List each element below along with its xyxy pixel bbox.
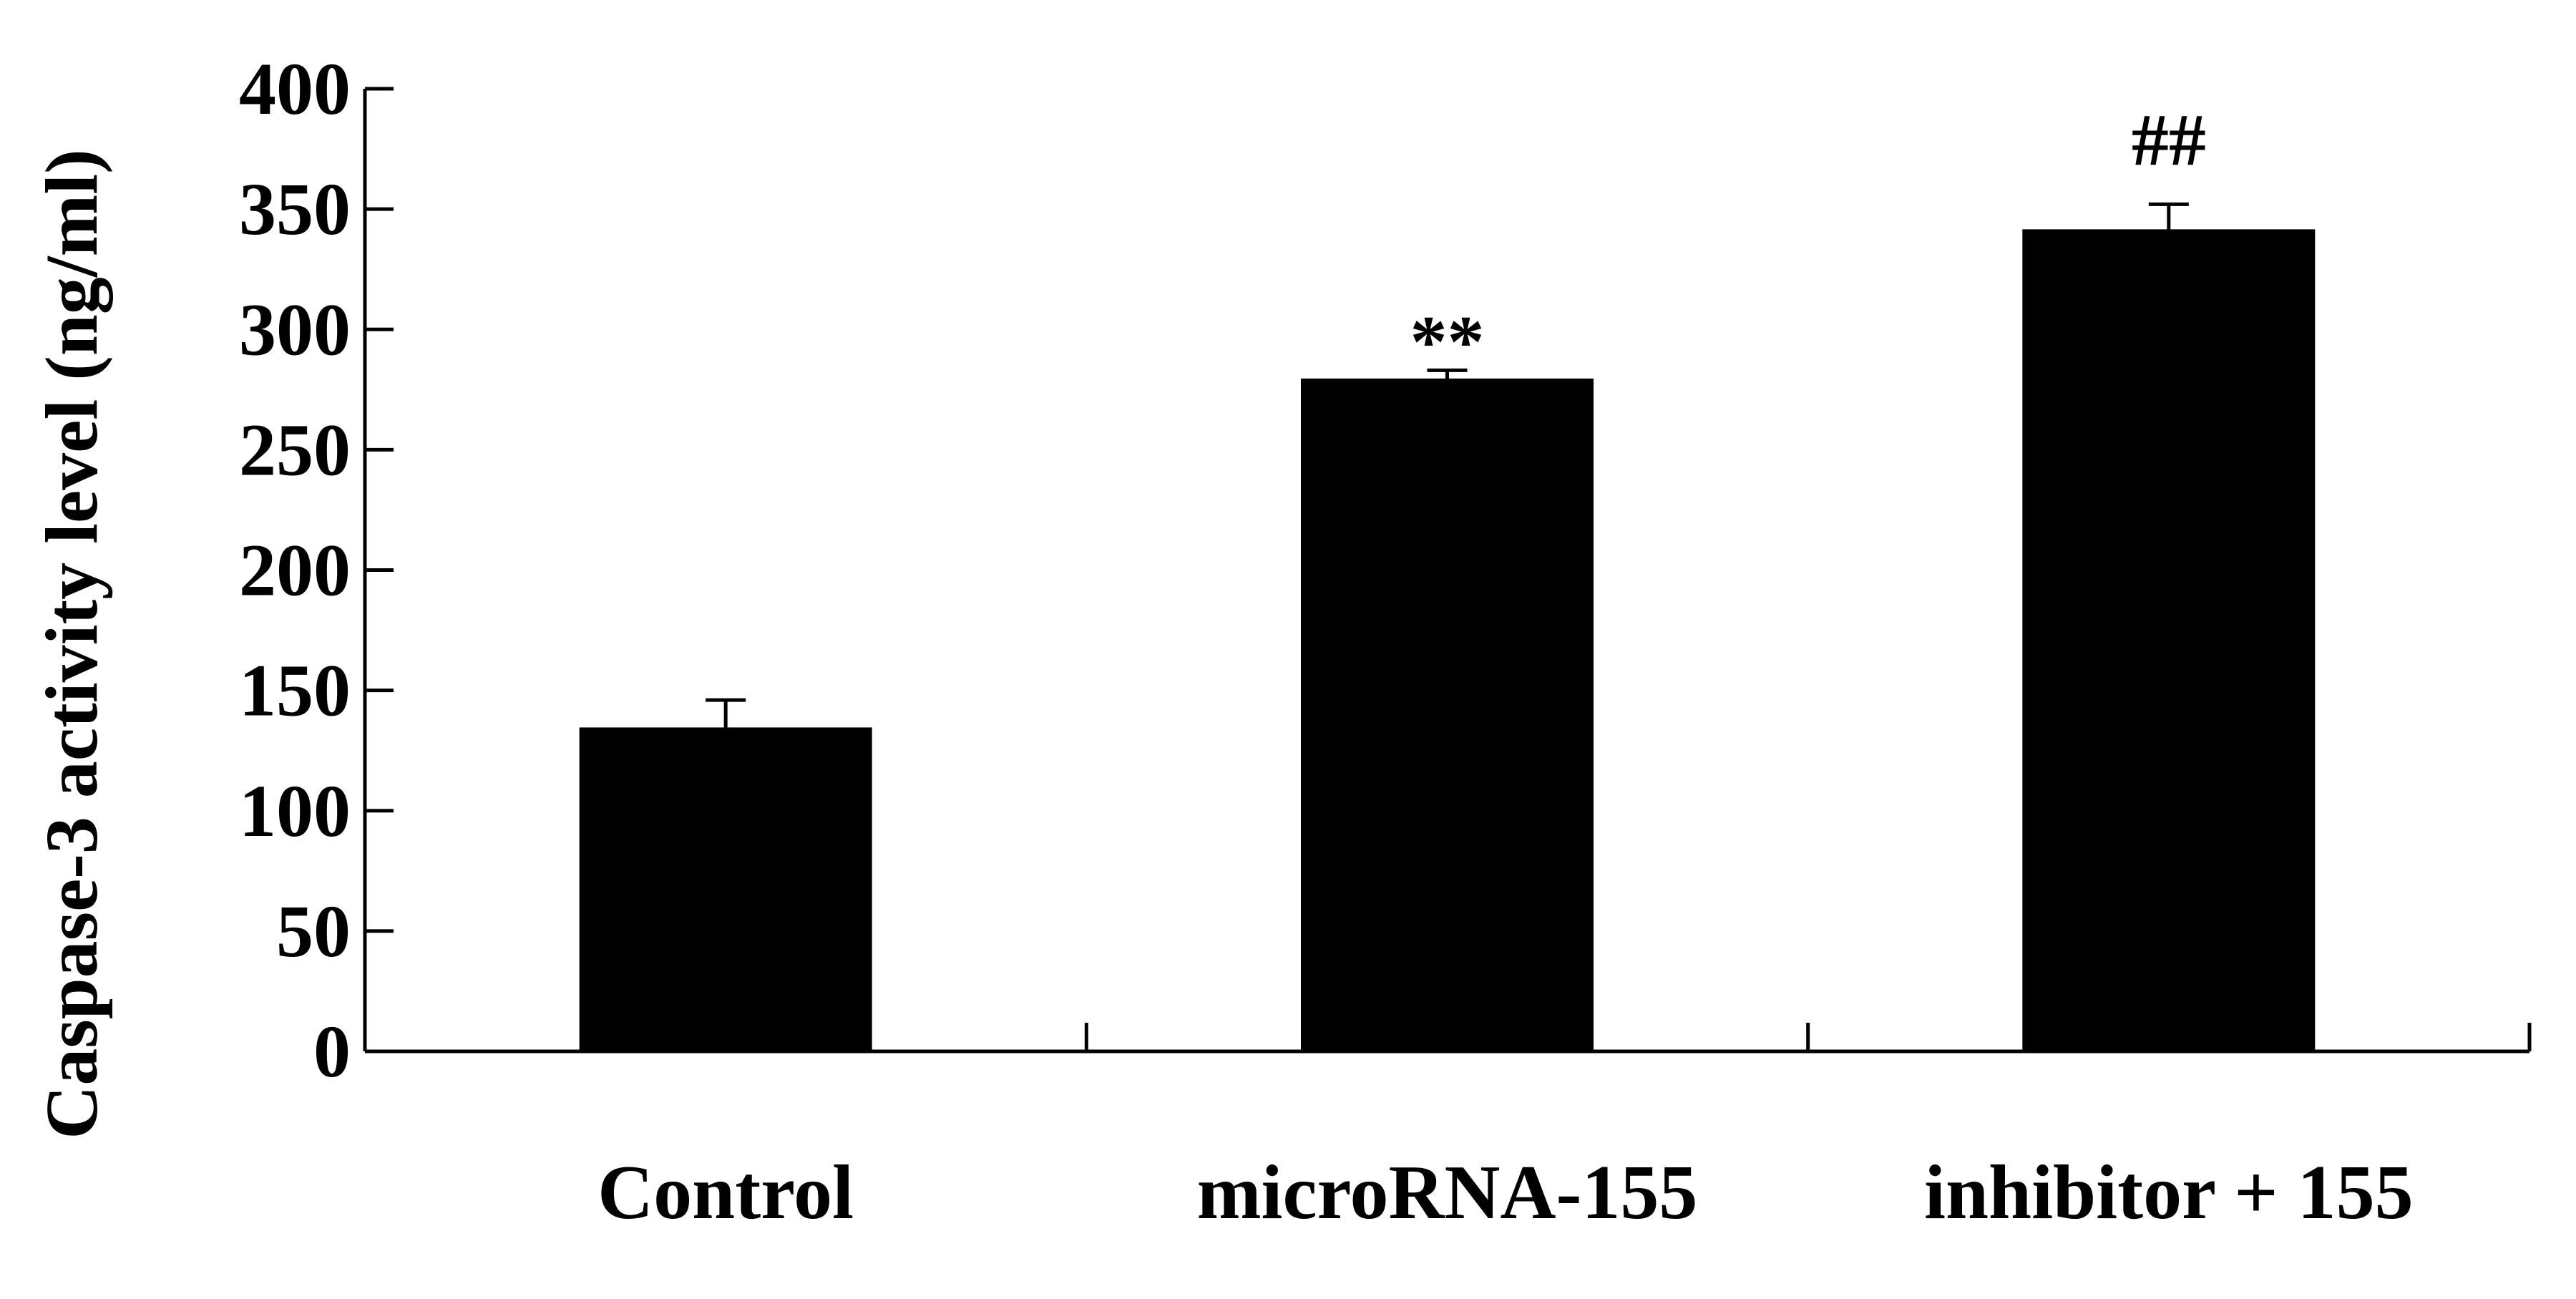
y-tick-label: 350 (239, 168, 351, 250)
y-tick-label: 400 (239, 48, 351, 130)
y-axis-title: Caspase-3 activity level (ng/ml) (31, 149, 113, 1139)
y-tick-label: 50 (276, 890, 351, 973)
category-labels: Control microRNA-155 inhibitor + 155 (597, 1150, 2414, 1235)
category-label: microRNA-155 (1197, 1150, 1698, 1235)
category-label: inhibitor + 155 (1924, 1150, 2414, 1235)
y-ticks: 0 50 100 150 200 250 300 350 400 (239, 48, 394, 1093)
significance-label: ** (1410, 301, 1485, 383)
error-bars (706, 202, 2189, 729)
bars (579, 229, 2316, 1054)
y-tick-label: 150 (239, 650, 351, 732)
y-tick-label: 300 (239, 288, 351, 371)
category-label: Control (597, 1150, 854, 1235)
y-tick-label: 0 (313, 1011, 351, 1093)
y-tick-label: 250 (239, 409, 351, 491)
bar-control (579, 727, 872, 1053)
bar-microrna-155 (1301, 378, 1594, 1053)
bar-inhibitor-155 (2022, 229, 2316, 1054)
y-tick-label: 100 (239, 770, 351, 852)
y-tick-label: 200 (239, 530, 351, 612)
significance-label: ## (2132, 99, 2206, 181)
significance-annotations: ** ## (1410, 99, 2206, 383)
